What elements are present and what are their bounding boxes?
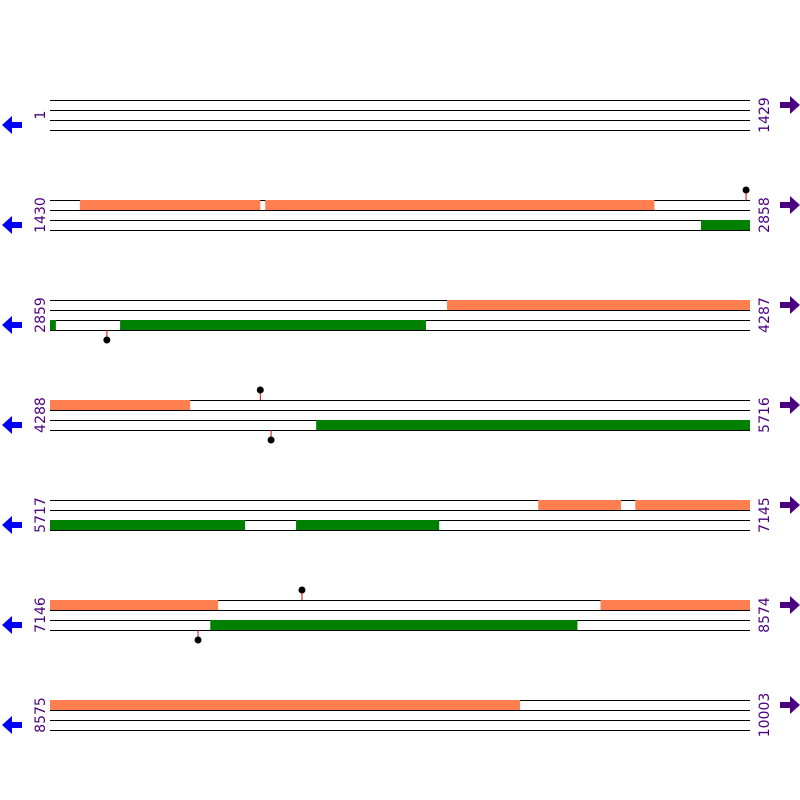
reverse-feature bbox=[50, 520, 246, 530]
start-label: 1 bbox=[33, 111, 49, 120]
forward-feature bbox=[265, 200, 655, 210]
right-arrow bbox=[780, 96, 800, 114]
end-label: 7145 bbox=[757, 497, 773, 533]
forward-feature bbox=[50, 600, 219, 610]
right-arrow bbox=[780, 396, 800, 414]
sequence-row: 1430 2858 bbox=[2, 186, 800, 234]
sequence-row: 1 1429 bbox=[2, 96, 800, 134]
marker bbox=[298, 586, 306, 594]
marker bbox=[267, 436, 275, 444]
marker bbox=[256, 386, 264, 394]
reverse-feature bbox=[296, 520, 440, 530]
end-label: 1429 bbox=[757, 97, 773, 133]
start-label: 8575 bbox=[33, 697, 49, 733]
forward-feature bbox=[50, 400, 191, 410]
left-arrow bbox=[2, 716, 22, 734]
forward-feature bbox=[447, 300, 750, 310]
right-arrow bbox=[780, 296, 800, 314]
left-arrow bbox=[2, 216, 22, 234]
right-arrow bbox=[780, 196, 800, 214]
forward-feature bbox=[79, 200, 261, 210]
reverse-feature bbox=[700, 220, 750, 230]
end-label: 2858 bbox=[757, 197, 773, 233]
forward-feature bbox=[538, 500, 622, 510]
sequence-row: 7146 8574 bbox=[2, 586, 800, 644]
sequence-row: 8575 10003 bbox=[2, 693, 800, 738]
end-label: 4287 bbox=[757, 297, 773, 333]
sequence-row: 4288 5716 bbox=[2, 386, 800, 444]
marker bbox=[103, 336, 111, 344]
reverse-feature bbox=[50, 320, 56, 330]
left-arrow bbox=[2, 316, 22, 334]
reverse-feature bbox=[120, 320, 426, 330]
reverse-feature bbox=[210, 620, 578, 630]
end-label: 10003 bbox=[757, 693, 773, 738]
forward-feature bbox=[50, 700, 521, 710]
sequence-row: 2859 4287 bbox=[2, 296, 800, 344]
left-arrow bbox=[2, 616, 22, 634]
left-arrow bbox=[2, 416, 22, 434]
forward-feature bbox=[635, 500, 750, 510]
right-arrow bbox=[780, 496, 800, 514]
left-arrow bbox=[2, 516, 22, 534]
forward-feature bbox=[600, 600, 750, 610]
right-arrow bbox=[780, 696, 800, 714]
marker bbox=[742, 186, 750, 194]
start-label: 2859 bbox=[33, 297, 49, 333]
end-label: 8574 bbox=[757, 597, 773, 633]
start-label: 5717 bbox=[33, 497, 49, 533]
reverse-feature bbox=[316, 420, 750, 430]
start-label: 1430 bbox=[33, 197, 49, 233]
left-arrow bbox=[2, 116, 22, 134]
marker bbox=[194, 636, 202, 644]
right-arrow bbox=[780, 596, 800, 614]
sequence-row: 5717 7145 bbox=[2, 496, 800, 534]
start-label: 4288 bbox=[33, 397, 49, 433]
start-label: 7146 bbox=[33, 597, 49, 633]
end-label: 5716 bbox=[757, 397, 773, 433]
